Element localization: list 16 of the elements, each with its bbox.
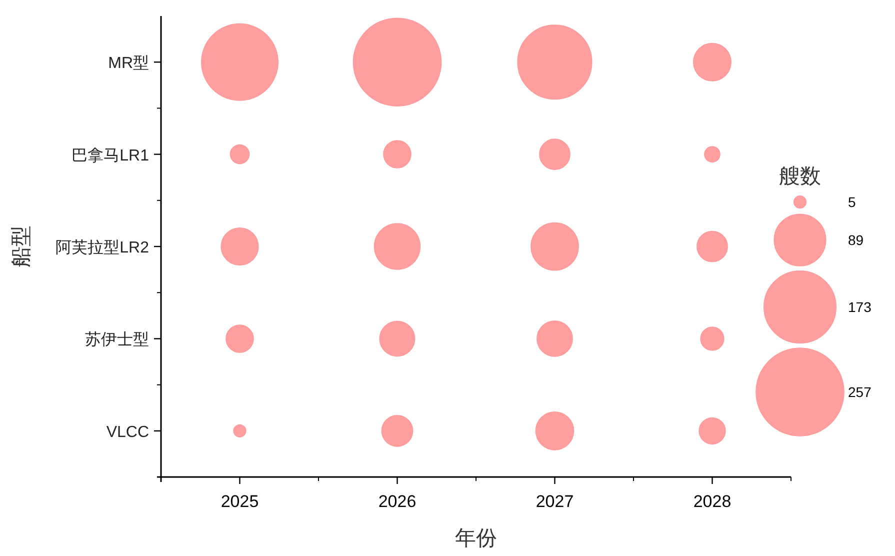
x-tick-label: 2025	[220, 492, 259, 511]
y-tick-label: 苏伊士型	[85, 330, 149, 349]
y-tick-label: VLCC	[106, 424, 149, 441]
y-tick-label: 巴拿马LR1	[72, 146, 150, 164]
y-axis-title: 船型	[10, 226, 33, 268]
y-tick-label: 阿芙拉型LR2	[56, 238, 150, 256]
legend-label: 173	[848, 299, 872, 315]
legend-label: 5	[848, 194, 856, 210]
legend-title: 艘数	[779, 165, 821, 188]
y-tick-label: MR型	[108, 55, 149, 72]
x-tick-label: 2026	[378, 492, 416, 511]
x-axis-title: 年份	[455, 527, 497, 550]
x-tick-label: 2028	[693, 492, 732, 511]
x-tick-label: 2027	[536, 492, 574, 511]
legend-label: 89	[848, 232, 864, 248]
legend-label: 257	[848, 384, 872, 400]
